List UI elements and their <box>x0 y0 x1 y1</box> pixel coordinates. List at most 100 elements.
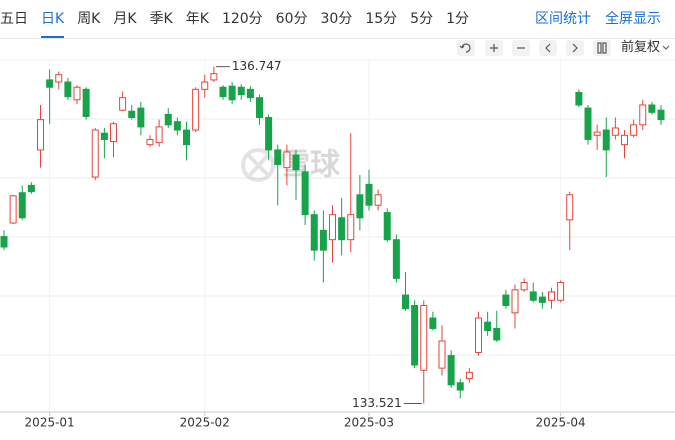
x-tick-label: 2025-02 <box>180 416 230 430</box>
candle-body <box>301 171 309 216</box>
candle-body <box>100 132 108 140</box>
candle-body <box>447 355 455 386</box>
toolbar: 五日 日K 周K 月K 季K 年K 120分 60分 30分 15分 5分 1分 区间统计 全屏显示 <box>0 0 675 39</box>
candle-body <box>27 184 35 193</box>
action-link[interactable]: 全屏显示 <box>605 11 661 27</box>
max-label: 136.747 <box>232 59 282 73</box>
candle-body <box>110 123 117 143</box>
candle-body <box>55 74 63 83</box>
candle-body <box>0 236 8 248</box>
candle-body <box>420 304 428 371</box>
candle-body <box>402 294 409 310</box>
x-tick-label: 2025-01 <box>25 416 75 430</box>
candle-body <box>73 86 81 101</box>
candle-body <box>64 81 72 98</box>
pause-button[interactable] <box>593 40 611 56</box>
candle-body <box>274 149 282 166</box>
adjustment-select[interactable]: 前复权 <box>621 40 661 55</box>
x-tick-label: 2025-03 <box>344 416 394 430</box>
candle-body <box>621 134 628 146</box>
period-tab[interactable]: 季K <box>149 11 173 27</box>
candle-body <box>465 371 473 380</box>
candle-body <box>183 129 190 146</box>
period-tab[interactable]: 月K <box>113 11 137 27</box>
candle-body <box>338 217 346 241</box>
candle-body <box>210 73 218 81</box>
candle-body <box>493 327 501 341</box>
period-tab[interactable]: 120分 <box>221 11 263 27</box>
candle-body <box>283 151 291 169</box>
candle-body <box>310 214 318 251</box>
candle-body <box>575 91 583 106</box>
candle-body <box>219 86 227 98</box>
candle-body <box>548 291 555 301</box>
min-label: 133.521 <box>352 396 402 410</box>
period-tab[interactable]: 1分 <box>446 11 469 27</box>
candle-body <box>639 104 647 126</box>
candle-body <box>365 183 373 206</box>
candle-body <box>429 317 437 329</box>
candle-body <box>602 129 610 151</box>
chart-tools <box>457 40 670 56</box>
candle-body <box>82 88 90 117</box>
candle-body <box>37 119 44 151</box>
candle-body <box>155 126 163 144</box>
candle-body <box>18 192 26 219</box>
candle-body <box>356 194 364 219</box>
undo-button[interactable] <box>457 40 475 56</box>
candle-body <box>201 81 209 90</box>
candle-body <box>475 317 482 353</box>
period-tabs: 五日 日K 周K 月K 季K 年K 120分 60分 30分 15分 5分 1分 <box>0 0 469 38</box>
left-button[interactable] <box>539 40 557 56</box>
candle-body <box>137 107 145 128</box>
actions: 区间统计 全屏显示 <box>535 0 661 38</box>
candle-body <box>292 154 300 171</box>
candle-body <box>648 104 656 113</box>
candle-body <box>566 194 574 221</box>
candle-body <box>329 214 336 241</box>
candle-body <box>246 88 254 99</box>
candle-body <box>146 138 154 146</box>
candle-body <box>657 109 665 121</box>
candle-body <box>91 129 99 178</box>
candle-body <box>164 113 172 126</box>
candle-body <box>593 131 601 136</box>
candle-body <box>502 294 510 306</box>
candle-body <box>237 86 245 96</box>
candle-body <box>392 239 400 279</box>
right-button[interactable] <box>566 40 584 56</box>
candle-body <box>128 110 136 119</box>
candle-body <box>557 282 565 301</box>
candle-body <box>347 214 355 241</box>
candle-body <box>484 321 492 332</box>
watermark-logo <box>241 148 275 182</box>
candle-body <box>456 382 464 391</box>
candle-body <box>383 212 391 241</box>
period-tab[interactable]: 60分 <box>275 11 308 27</box>
candle-body <box>520 282 528 291</box>
grid <box>0 59 675 356</box>
candle-body <box>529 291 537 301</box>
x-tick-label: 2025-04 <box>536 416 586 430</box>
candle-body <box>228 85 236 101</box>
candle-body <box>438 340 446 369</box>
period-tab[interactable]: 周K <box>77 11 101 27</box>
action-link[interactable]: 区间统计 <box>535 11 591 27</box>
candle-body <box>46 79 54 88</box>
period-tab[interactable]: 五日 <box>0 11 28 27</box>
candle-body <box>119 97 127 111</box>
candle-body <box>374 194 382 206</box>
candle-body <box>9 195 17 224</box>
period-tab[interactable]: 15分 <box>365 11 398 27</box>
candle-body <box>584 107 592 140</box>
candle-body <box>411 304 419 366</box>
period-tab[interactable]: 日K <box>41 0 65 38</box>
candle-body <box>630 124 638 136</box>
period-tab[interactable]: 5分 <box>410 11 434 27</box>
candle-body <box>173 121 181 131</box>
period-tab[interactable]: 30分 <box>320 11 353 27</box>
period-tab[interactable]: 年K <box>185 11 209 27</box>
candle-body <box>611 127 619 136</box>
